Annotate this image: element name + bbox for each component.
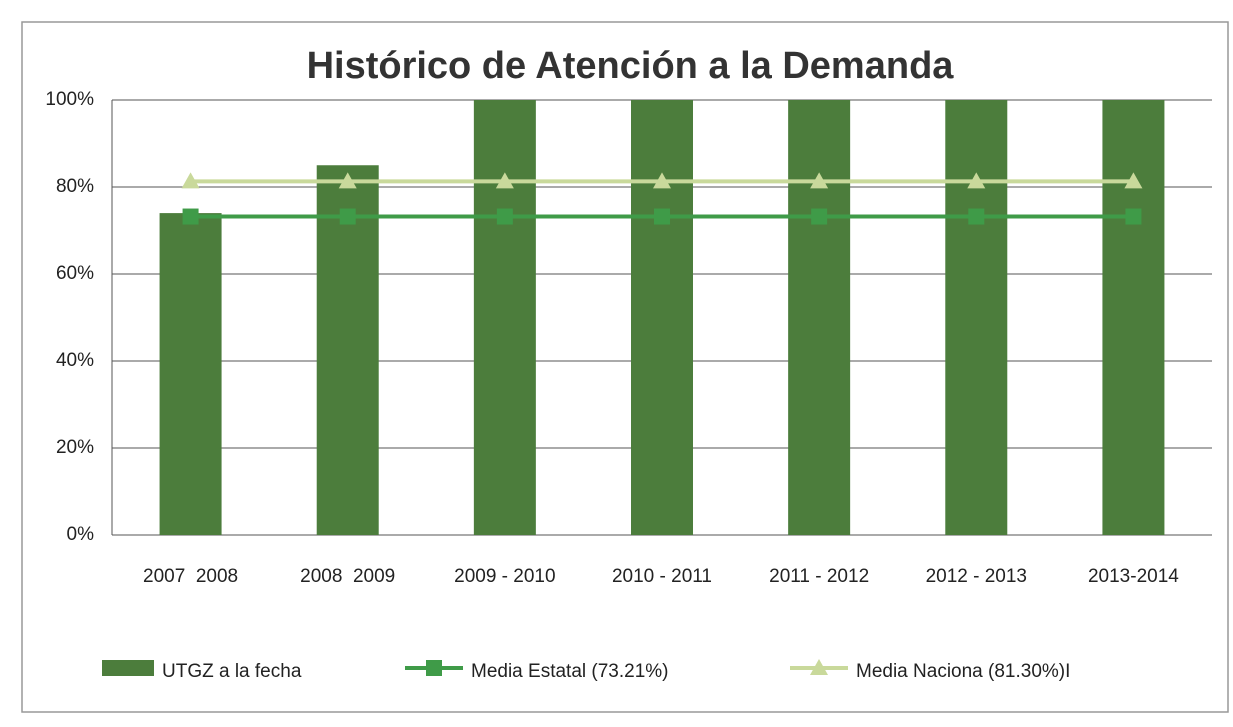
bar bbox=[159, 213, 222, 535]
x-tick-label: 2013-2014 bbox=[1088, 566, 1179, 587]
x-tick-label: 2007 2008 bbox=[143, 566, 238, 587]
line-marker bbox=[181, 172, 200, 189]
legend-marker bbox=[426, 660, 442, 676]
line-marker bbox=[339, 208, 356, 225]
bar bbox=[316, 165, 379, 535]
bar bbox=[1102, 100, 1165, 535]
legend-label: Media Naciona (81.30%)I bbox=[856, 661, 1070, 682]
line-marker bbox=[654, 208, 670, 225]
y-tick-label: 80% bbox=[56, 176, 94, 197]
legend-marker bbox=[810, 659, 828, 675]
x-tick-label: 2012 - 2013 bbox=[926, 566, 1027, 587]
line-marker bbox=[810, 172, 829, 189]
line-marker bbox=[967, 172, 986, 189]
bar bbox=[631, 100, 693, 535]
line-marker bbox=[182, 208, 199, 225]
line-marker bbox=[1125, 208, 1142, 225]
x-tick-label: 2009 - 2010 bbox=[454, 566, 555, 587]
line-marker bbox=[968, 208, 985, 225]
x-tick-label: 2010 - 2011 bbox=[612, 566, 712, 587]
y-tick-label: 20% bbox=[56, 437, 94, 458]
legend-label: Media Estatal (73.21%) bbox=[471, 661, 669, 682]
legend-label: UTGZ a la fecha bbox=[162, 661, 302, 682]
x-tick-label: 2011 - 2012 bbox=[769, 566, 869, 587]
x-tick-label: 2008 2009 bbox=[300, 566, 395, 587]
chart-title: Histórico de Atención a la Demanda bbox=[307, 45, 955, 87]
legend-swatch bbox=[102, 660, 154, 676]
y-tick-label: 0% bbox=[67, 524, 95, 545]
line-marker bbox=[811, 208, 828, 225]
bar bbox=[788, 100, 851, 535]
line-marker bbox=[338, 172, 357, 189]
chart-frame bbox=[21, 21, 1229, 713]
line-marker bbox=[1124, 172, 1143, 189]
line-marker bbox=[495, 172, 514, 189]
line-marker bbox=[496, 208, 513, 225]
y-tick-label: 60% bbox=[56, 263, 94, 284]
bar bbox=[945, 100, 1008, 535]
y-tick-label: 100% bbox=[45, 89, 94, 110]
y-tick-label: 40% bbox=[56, 350, 94, 371]
line-marker bbox=[653, 172, 671, 189]
bar bbox=[473, 100, 536, 535]
